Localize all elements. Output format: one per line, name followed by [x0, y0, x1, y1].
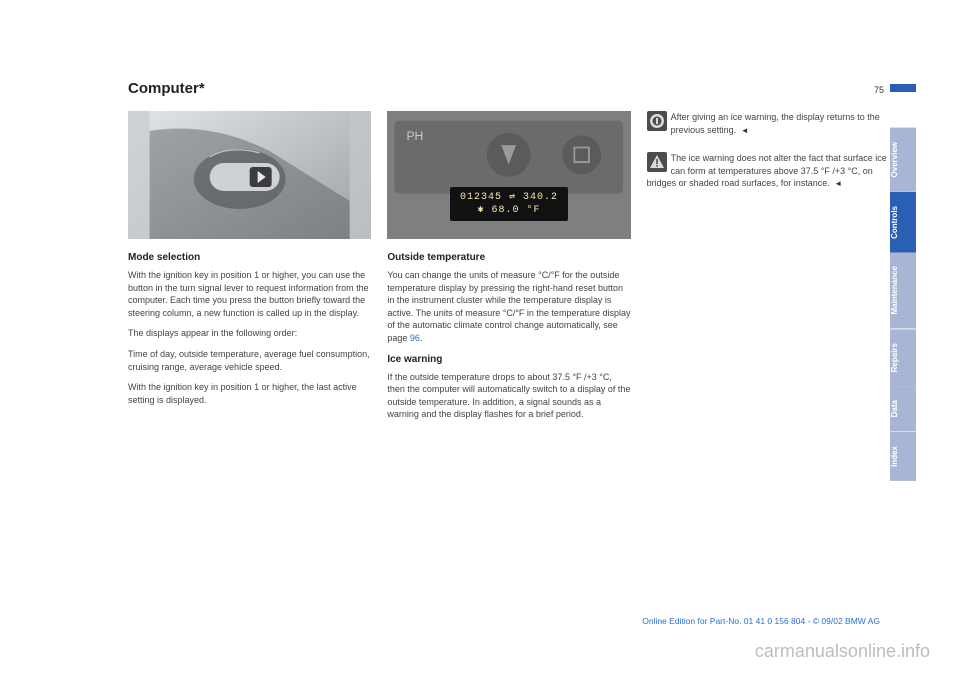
heading-outside-temperature: Outside temperature	[387, 251, 630, 265]
tab-controls[interactable]: Controls	[890, 192, 916, 253]
footer-online-edition: Online Edition for Part-No. 01 41 0 156 …	[642, 616, 880, 626]
tab-data[interactable]: Data	[890, 386, 916, 431]
tab-maintenance[interactable]: Maintenance	[890, 252, 916, 328]
lcd-line-1: 012345 ⇌ 340.2	[460, 191, 558, 204]
figure-mode-selection	[128, 111, 371, 239]
paragraph: You can change the units of measure °C/°…	[387, 269, 630, 345]
column-2: PH 012345 ⇌ 340.2 ✱ 68.0 °F Outside temp…	[387, 111, 630, 429]
figure-outside-temperature: PH 012345 ⇌ 340.2 ✱ 68.0 °F	[387, 111, 630, 239]
paragraph: The displays appear in the following ord…	[128, 327, 371, 340]
column-3: After giving an ice warning, the display…	[647, 111, 890, 429]
info-icon	[647, 111, 667, 131]
page-title: Computer*	[128, 80, 874, 97]
page-link-96[interactable]: 96	[410, 333, 420, 343]
warning-icon	[647, 152, 667, 172]
warning-paragraph: The ice warning does not alter the fact …	[647, 152, 890, 190]
heading-mode-selection: Mode selection	[128, 251, 371, 265]
page-marker	[890, 84, 916, 92]
text: After giving an ice warning, the display…	[671, 112, 880, 135]
column-1: Mode selection With the ignition key in …	[128, 111, 371, 429]
text: .	[420, 333, 423, 343]
paragraph: Time of day, outside temperature, averag…	[128, 348, 371, 373]
svg-text:PH: PH	[407, 129, 424, 143]
tab-index[interactable]: Index	[890, 432, 916, 481]
tab-overview[interactable]: Overview	[890, 128, 916, 192]
side-tabs: Overview Controls Maintenance Repairs Da…	[890, 128, 916, 481]
paragraph: If the outside temperature drops to abou…	[387, 371, 630, 421]
paragraph: With the ignition key in position 1 or h…	[128, 381, 371, 406]
page-container: Computer* 75	[0, 0, 960, 678]
text: The ice warning does not alter the fact …	[647, 153, 887, 188]
page-header: Computer* 75	[128, 80, 890, 97]
tab-repairs[interactable]: Repairs	[890, 329, 916, 386]
turn-signal-lever-illustration	[128, 111, 371, 239]
lcd-line-2: ✱ 68.0 °F	[460, 204, 558, 217]
paragraph: With the ignition key in position 1 or h…	[128, 269, 371, 319]
content-columns: Mode selection With the ignition key in …	[128, 111, 890, 429]
heading-ice-warning: Ice warning	[387, 353, 630, 367]
watermark: carmanualsonline.info	[755, 641, 930, 662]
note-paragraph: After giving an ice warning, the display…	[647, 111, 890, 136]
page-number: 75	[874, 85, 884, 95]
lcd-display: 012345 ⇌ 340.2 ✱ 68.0 °F	[450, 187, 568, 221]
spacer	[647, 144, 890, 152]
text: You can change the units of measure °C/°…	[387, 270, 630, 343]
